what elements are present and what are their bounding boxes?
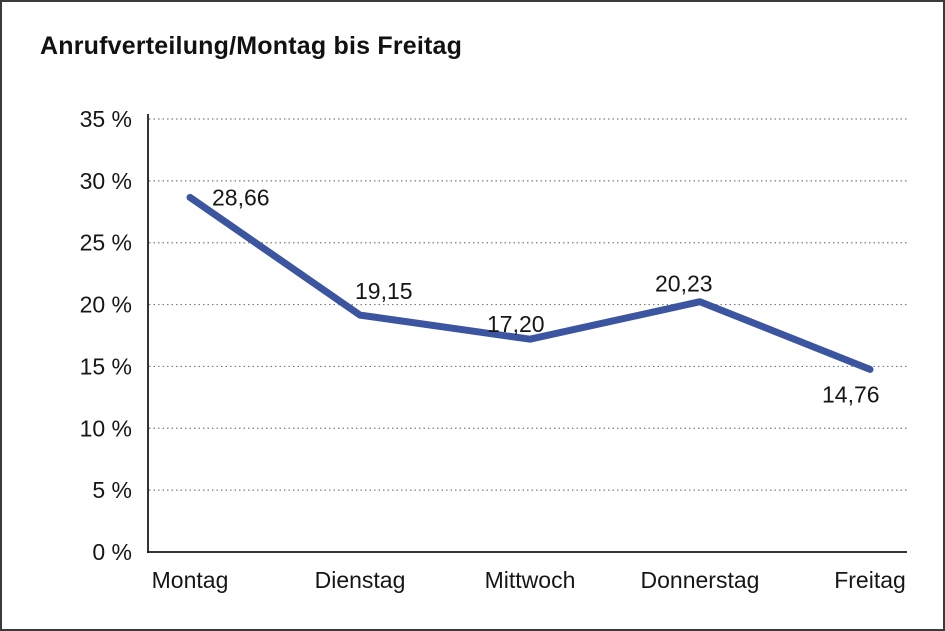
x-category-label: Donnerstag bbox=[641, 567, 760, 593]
y-tick-label: 20 % bbox=[80, 292, 132, 318]
x-category-label: Dienstag bbox=[315, 567, 406, 593]
y-tick-label: 15 % bbox=[80, 353, 132, 379]
data-series-line bbox=[186, 193, 874, 373]
y-tick-label: 25 % bbox=[80, 230, 132, 256]
y-tick-label: 5 % bbox=[92, 477, 132, 503]
x-category-label: Freitag bbox=[834, 567, 906, 593]
y-tick-label: 35 % bbox=[80, 106, 132, 132]
data-point-label: 19,15 bbox=[355, 278, 413, 304]
y-tick-label: 30 % bbox=[80, 168, 132, 194]
chart-title: Anrufverteilung/Montag bis Freitag bbox=[40, 32, 463, 60]
data-point-label: 20,23 bbox=[655, 271, 713, 297]
data-point-label: 14,76 bbox=[822, 381, 880, 407]
data-point-label: 28,66 bbox=[212, 184, 270, 210]
x-category-label: Mittwoch bbox=[485, 567, 576, 593]
x-category-label: Montag bbox=[152, 567, 229, 593]
data-point-label: 17,20 bbox=[487, 311, 545, 337]
y-tick-label: 10 % bbox=[80, 415, 132, 441]
y-tick-label: 0 % bbox=[92, 539, 132, 565]
